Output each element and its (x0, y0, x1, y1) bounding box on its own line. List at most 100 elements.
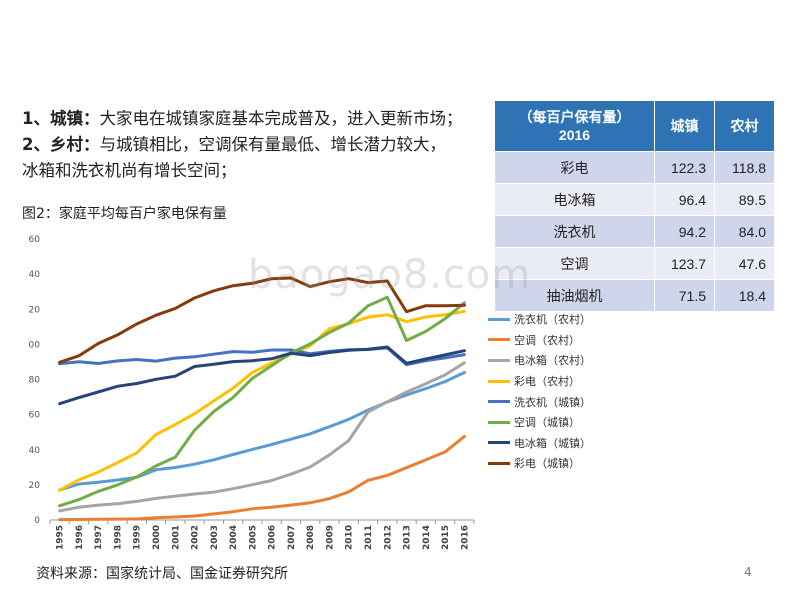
legend-item: 空调（农村） (488, 330, 591, 351)
y-tick-label: 80 (29, 376, 41, 386)
legend-label: 洗衣机（农村） (514, 313, 591, 327)
table-header-rural: 农村 (714, 100, 775, 152)
legend-swatch (488, 420, 510, 424)
x-tick-label: 2005 (248, 525, 258, 550)
x-tick-label: 2000 (152, 525, 162, 550)
legend-item: 电冰箱（城镇） (488, 433, 591, 454)
x-tick-label: 2008 (306, 525, 316, 550)
key-points: 1、城镇：大家电在城镇家庭基本完成普及，进入更新市场； 2、乡村：与城镇相比，空… (22, 106, 502, 184)
x-tick-label: 2001 (171, 525, 181, 550)
legend-item: 洗衣机（农村） (488, 309, 591, 330)
table-cell-item: 彩电 (494, 151, 655, 184)
y-tick-label: 60 (29, 411, 41, 421)
legend-swatch (488, 461, 510, 465)
x-tick-label: 2012 (383, 525, 393, 550)
legend-label: 空调（农村） (514, 333, 580, 347)
y-tick-label: 120 (28, 305, 40, 315)
legend-swatch (488, 338, 510, 342)
legend-item: 洗衣机（城镇） (488, 391, 591, 412)
series-line-5 (58, 295, 466, 508)
table-cell-item: 空调 (494, 247, 655, 280)
x-tick-label: 1996 (75, 525, 85, 550)
x-tick-label: 2013 (403, 525, 413, 550)
ownership-table: （每百户保有量）2016 城镇 农村 彩电 122.3 118.8 电冰箱 96… (494, 100, 775, 312)
x-tick-label: 2004 (229, 525, 239, 550)
legend-item: 彩电（农村） (488, 371, 591, 392)
legend-label: 空调（城镇） (514, 416, 580, 430)
x-tick-label: 1999 (133, 525, 143, 550)
series-line-1 (58, 434, 466, 522)
legend-item: 空调（城镇） (488, 412, 591, 433)
table-cell-item: 抽油烟机 (494, 279, 655, 312)
series-line-7 (58, 276, 466, 364)
legend-swatch (488, 400, 510, 404)
x-tick-label: 2003 (210, 525, 220, 550)
bullet-urban-label: 1、城镇： (22, 109, 100, 128)
x-tick-label: 1998 (113, 525, 123, 550)
x-tick-label: 1997 (94, 525, 104, 550)
table-cell-rural: 18.4 (714, 279, 775, 312)
series-line-0 (58, 371, 466, 492)
table-cell-urban: 122.3 (654, 151, 715, 184)
x-tick-label: 2011 (364, 525, 374, 550)
y-tick-label: 160 (28, 235, 40, 245)
x-tick-label: 2016 (460, 525, 470, 550)
x-tick-label: 1995 (56, 525, 66, 550)
legend-label: 彩电（农村） (514, 375, 580, 389)
table-cell-urban: 71.5 (654, 279, 715, 312)
table-row: 电冰箱 96.4 89.5 (494, 183, 775, 216)
legend-label: 电冰箱（农村） (514, 354, 591, 368)
bullet-rural-label: 2、乡村： (22, 135, 100, 154)
y-tick-label: 140 (28, 270, 40, 280)
legend-swatch (488, 358, 510, 362)
table-header-category: （每百户保有量）2016 (494, 100, 655, 152)
table-cell-rural: 84.0 (714, 215, 775, 248)
table-cell-item: 洗衣机 (494, 215, 655, 248)
y-tick-label: 40 (29, 446, 41, 456)
table-cell-urban: 123.7 (654, 247, 715, 280)
bullet-rural-continued: 冰箱和洗衣机尚有增长空间； (22, 161, 237, 180)
table-cell-urban: 94.2 (654, 215, 715, 248)
line-chart: 0 20 40 60 80 100 120 140 160 1995 1996 1997 1998 199… (28, 235, 475, 550)
x-tick-label: 2007 (287, 525, 297, 550)
bullet-rural: 2、乡村：与城镇相比，空调保有量最低、增长潜力较大， (22, 132, 502, 158)
legend-swatch (488, 317, 510, 321)
series-line-3 (58, 309, 466, 492)
x-tick-label: 2010 (345, 525, 355, 550)
table-row: 洗衣机 94.2 84.0 (494, 215, 775, 248)
legend-item: 彩电（城镇） (488, 453, 591, 474)
legend-label: 洗衣机（城镇） (514, 395, 591, 409)
table-row: 彩电 122.3 118.8 (494, 151, 775, 184)
legend-swatch (488, 441, 510, 445)
bullet-urban-text: 大家电在城镇家庭基本完成普及，进入更新市场； (99, 109, 463, 128)
x-tick-label: 2015 (441, 525, 451, 550)
table-header-row: （每百户保有量）2016 城镇 农村 (494, 100, 775, 152)
table-row: 空调 123.7 47.6 (494, 247, 775, 280)
chart-legend: 洗衣机（农村） 空调（农村） 电冰箱（农村） 彩电（农村） 洗衣机（城镇） 空调（城镇） 电… (488, 309, 591, 474)
table-header-urban: 城镇 (654, 100, 715, 152)
legend-label: 电冰箱（城镇） (514, 436, 591, 450)
series-line-6 (58, 345, 466, 406)
bullet-urban: 1、城镇：大家电在城镇家庭基本完成普及，进入更新市场； (22, 106, 502, 132)
legend-label: 彩电（城镇） (514, 457, 580, 471)
x-tick-label: 2009 (325, 525, 335, 550)
table-cell-rural: 118.8 (714, 151, 775, 184)
source-note: 资料来源：国家统计局、国金证券研究所 (36, 566, 288, 582)
legend-item: 电冰箱（农村） (488, 350, 591, 371)
table-cell-rural: 89.5 (714, 183, 775, 216)
x-tick-label: 2014 (422, 525, 432, 550)
x-tick-label: 2006 (268, 525, 278, 550)
table-cell-urban: 96.4 (654, 183, 715, 216)
legend-swatch (488, 379, 510, 383)
page-number: 4 (744, 565, 752, 579)
bullet-rural-text: 与城镇相比，空调保有量最低、增长潜力较大， (99, 135, 446, 154)
y-tick-label: 100 (28, 340, 40, 350)
y-tick-label: 0 (34, 516, 40, 526)
table-row: 抽油烟机 71.5 18.4 (494, 279, 775, 312)
table-cell-rural: 47.6 (714, 247, 775, 280)
x-tick-label: 2002 (191, 525, 201, 550)
figure-title: 图2：家庭平均每百户家电保有量 (22, 206, 227, 222)
series-line-2 (58, 361, 466, 513)
watermark: baogao8.com (248, 252, 532, 298)
table-cell-item: 电冰箱 (494, 183, 655, 216)
